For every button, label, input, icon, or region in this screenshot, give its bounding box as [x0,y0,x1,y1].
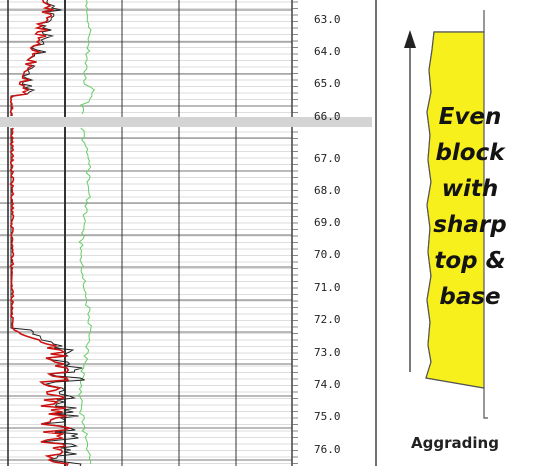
depth-label: 67.0 [314,152,341,165]
block-text-line: Even [439,104,502,130]
arrow-up-icon [404,30,416,372]
block-text-line: sharp [433,212,506,238]
aggrading-block-fill [425,31,485,389]
depth-label: 69.0 [314,216,341,229]
log-track-background [0,0,292,466]
block-text-line: base [439,284,500,310]
depth-label: 71.0 [314,281,341,294]
block-description: Even block with sharp top & base [433,104,506,310]
vertical-gridlines [7,0,293,466]
depth-label: 75.0 [314,410,341,423]
motif-caption: Aggrading [411,434,499,452]
depth-label: 68.0 [314,184,341,197]
resistivity-curve [78,0,96,465]
depth-label: 66.0 [314,110,341,123]
block-text-line: block [435,140,506,166]
depth-label: 64.0 [314,45,341,58]
depth-label: 72.0 [314,313,341,326]
depth-label: 73.0 [314,346,341,359]
log-panel: 63.0 64.0 65.0 66.0 67.0 68.0 69.0 70.0 … [0,0,372,466]
depth-label: 65.0 [314,77,341,90]
depth-ticks [292,1,298,464]
depth-label: 76.0 [314,443,341,456]
depth-labels: 63.0 64.0 65.0 66.0 67.0 68.0 69.0 70.0 … [314,13,341,456]
section-break [0,117,372,127]
depth-label: 63.0 [314,13,341,26]
depth-label: 74.0 [314,378,341,391]
block-text-line: top & [434,248,505,274]
block-text-line: with [442,176,499,202]
gamma-ray-curve [9,0,73,466]
depth-label: 70.0 [314,248,341,261]
facies-panel: Even block with sharp top & base Aggradi… [404,10,507,452]
